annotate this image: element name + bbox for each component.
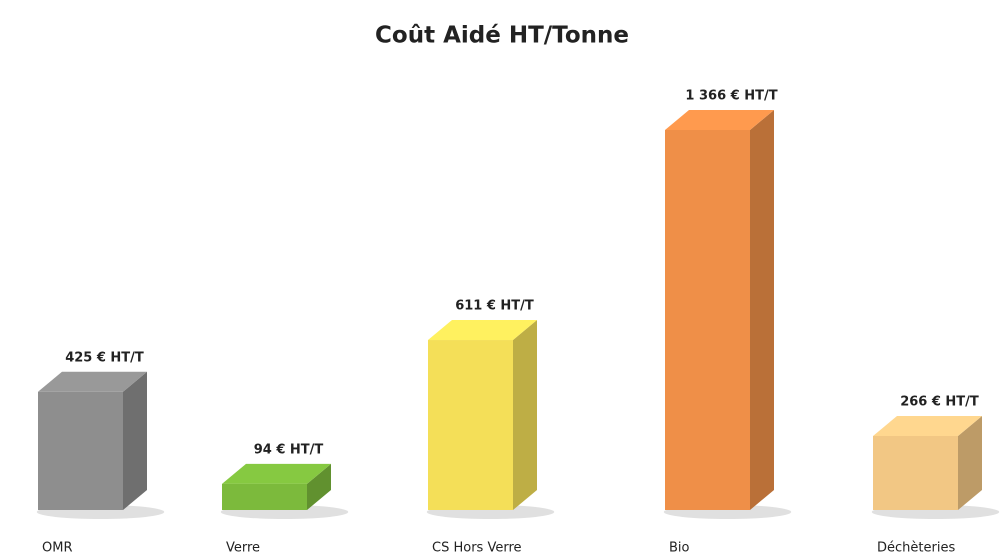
value-label: 425 € HT/T xyxy=(65,350,144,365)
x-tick-label: OMR xyxy=(42,541,72,556)
bar-top xyxy=(222,463,331,484)
bar-side xyxy=(750,110,774,510)
x-tick-label: CS Hors Verre xyxy=(432,541,522,556)
bar-top xyxy=(665,110,774,130)
bar-top xyxy=(428,320,537,341)
bar-top xyxy=(873,416,982,437)
value-label: 266 € HT/T xyxy=(900,395,979,410)
value-label: 94 € HT/T xyxy=(254,442,324,457)
x-tick-label: Déchèteries xyxy=(877,541,955,556)
bar xyxy=(222,483,307,510)
bar xyxy=(38,391,123,510)
bar-side xyxy=(123,371,147,510)
bar-side xyxy=(307,463,331,510)
chart-title: Coût Aidé HT/Tonne xyxy=(375,23,629,49)
bar xyxy=(873,436,958,510)
x-tick-label: Verre xyxy=(226,541,260,556)
x-tick-label: Bio xyxy=(669,541,690,556)
bar xyxy=(665,130,750,510)
bar xyxy=(428,340,513,510)
value-label: 1 366 € HT/T xyxy=(685,89,777,104)
bar-side xyxy=(958,416,982,510)
value-label: 611 € HT/T xyxy=(455,299,534,314)
bar-top xyxy=(38,371,147,392)
bar-side xyxy=(513,320,537,510)
